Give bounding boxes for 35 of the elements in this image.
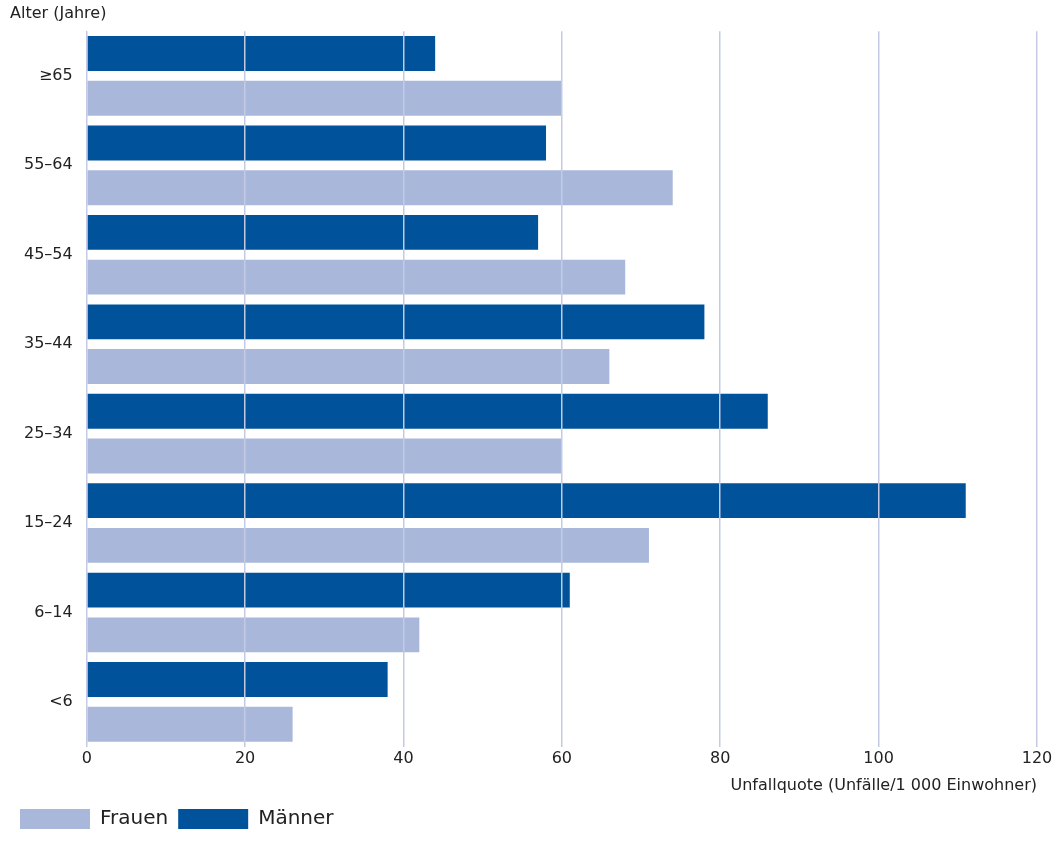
legend-label: Männer (258, 805, 335, 830)
x-tick-label: 60 (551, 748, 573, 768)
x-axis-title: Unfallquote (Unfälle/1 000 Einwohner) (730, 774, 1037, 794)
bar (87, 214, 539, 250)
legend-label: Frauen (100, 805, 169, 830)
bar (87, 438, 562, 474)
bar (87, 80, 562, 116)
y-axis-title: Alter (Jahre) (10, 2, 107, 22)
bar (87, 527, 649, 563)
x-tick-label: 80 (710, 748, 731, 768)
x-tick-label: 0 (81, 748, 92, 768)
y-tick-label: 15–24 (24, 512, 73, 532)
x-tick-label: 40 (393, 748, 414, 768)
y-tick-label: 35–44 (24, 333, 73, 353)
bar (87, 706, 293, 742)
x-tick-label: 20 (234, 748, 256, 768)
y-tick-label: 6–14 (34, 601, 73, 621)
bar (87, 572, 570, 608)
y-tick-label: ≥65 (38, 65, 73, 85)
bar (87, 170, 673, 206)
x-tick-label: 120 (1021, 748, 1053, 768)
y-tick-label: 25–34 (24, 422, 73, 442)
bar (87, 662, 388, 697)
bar (87, 259, 626, 295)
y-tick-label: 45–54 (24, 243, 73, 263)
bar (87, 125, 547, 161)
bar (87, 483, 966, 519)
bar (87, 36, 436, 71)
y-tick-label: 55–64 (24, 154, 73, 174)
y-tick-label: <6 (49, 691, 73, 711)
bar (87, 617, 420, 653)
bar (87, 393, 768, 429)
bar (87, 349, 610, 384)
x-tick-label: 100 (863, 748, 894, 768)
bar (87, 304, 705, 340)
